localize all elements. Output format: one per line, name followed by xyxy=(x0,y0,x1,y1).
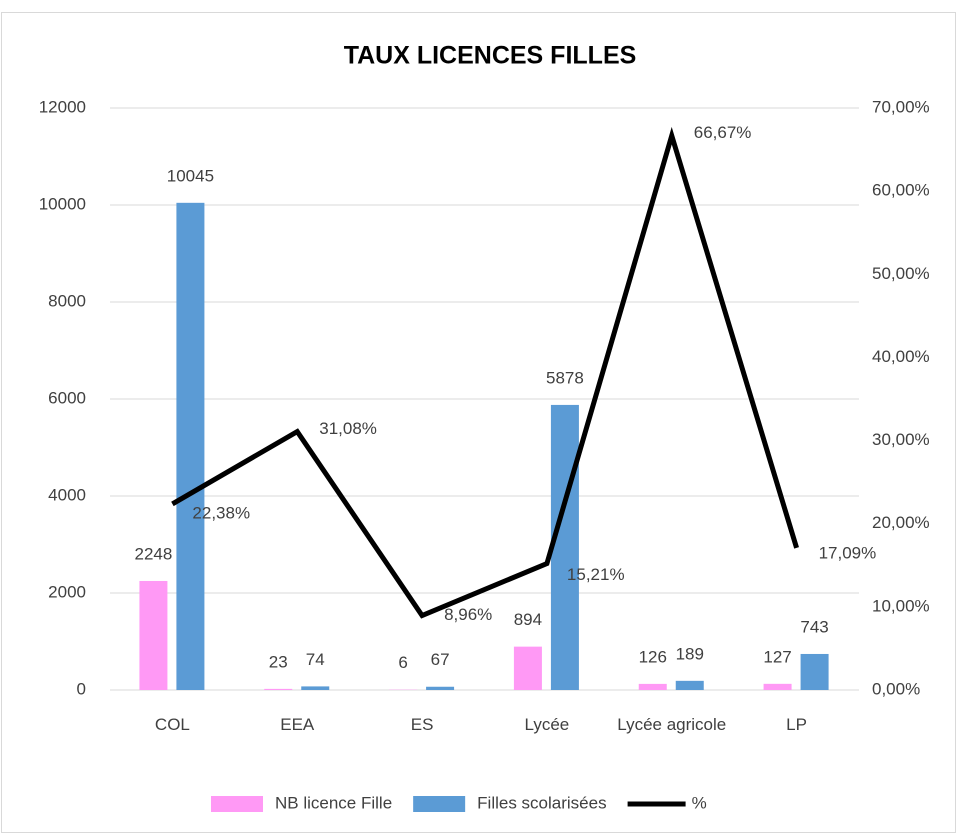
data-label: 127 xyxy=(763,647,791,666)
bar xyxy=(638,683,667,690)
bar xyxy=(139,580,168,690)
line xyxy=(171,126,799,619)
bar xyxy=(513,646,542,690)
data-label: 189 xyxy=(676,644,704,663)
bar xyxy=(550,404,579,690)
data-label: 8,96% xyxy=(444,605,492,624)
data-label: 31,08% xyxy=(319,419,377,438)
data-label: 6 xyxy=(398,653,407,672)
y2-tick-label: 0,00% xyxy=(872,679,920,698)
bar xyxy=(800,653,829,690)
y2-tick-label: 60,00% xyxy=(872,181,930,200)
y2-tick-label: 30,00% xyxy=(872,430,930,449)
y2-tick-label: 10,00% xyxy=(872,596,930,615)
data-label: 15,21% xyxy=(567,565,625,584)
data-label: 22,38% xyxy=(192,503,250,522)
x-tick-label: COL xyxy=(154,715,190,734)
legend-label: Filles scolarisées xyxy=(477,793,606,812)
legend-swatch xyxy=(413,796,466,812)
chart-title: TAUX LICENCES FILLES xyxy=(344,42,637,70)
y-tick-label: 8000 xyxy=(48,291,86,310)
bar xyxy=(763,683,792,690)
bar xyxy=(301,686,330,690)
y-tick-label: 12000 xyxy=(39,97,86,116)
y-tick-label: 4000 xyxy=(48,485,86,504)
bar xyxy=(426,686,455,690)
y2-tick-label: 70,00% xyxy=(872,97,930,116)
bar xyxy=(264,688,293,690)
y2-tick-label: 20,00% xyxy=(872,513,930,532)
data-label: 10045 xyxy=(167,166,214,185)
data-label: 126 xyxy=(639,647,667,666)
data-label: 17,09% xyxy=(819,543,877,562)
frame xyxy=(1,12,956,833)
y-tick-label: 10000 xyxy=(39,194,86,213)
data-label: 5878 xyxy=(546,368,584,387)
data-label: 67 xyxy=(431,650,450,669)
x-tick-label: LP xyxy=(786,715,807,734)
data-label: 66,67% xyxy=(694,123,752,142)
x-tick-label: Lycée xyxy=(524,715,570,734)
x-tick-label: Lycée agricole xyxy=(617,715,727,734)
legend-swatch xyxy=(211,796,263,812)
bar xyxy=(675,680,704,690)
y-tick-label: 2000 xyxy=(48,582,86,601)
data-label: 743 xyxy=(800,617,828,636)
legend-label: % xyxy=(692,793,707,812)
legend-label: NB licence Fille xyxy=(275,793,392,812)
data-label: 23 xyxy=(269,652,288,671)
bar xyxy=(176,202,205,690)
x-tick-label: ES xyxy=(410,715,434,734)
y2-tick-label: 40,00% xyxy=(872,347,930,366)
data-label: 2248 xyxy=(135,544,173,563)
y-tick-label: 0 xyxy=(77,679,86,698)
data-label: 74 xyxy=(306,650,325,669)
y2-tick-label: 50,00% xyxy=(872,264,930,283)
x-tick-label: EEA xyxy=(280,715,315,734)
data-label: 894 xyxy=(514,610,542,629)
y-tick-label: 6000 xyxy=(48,388,86,407)
